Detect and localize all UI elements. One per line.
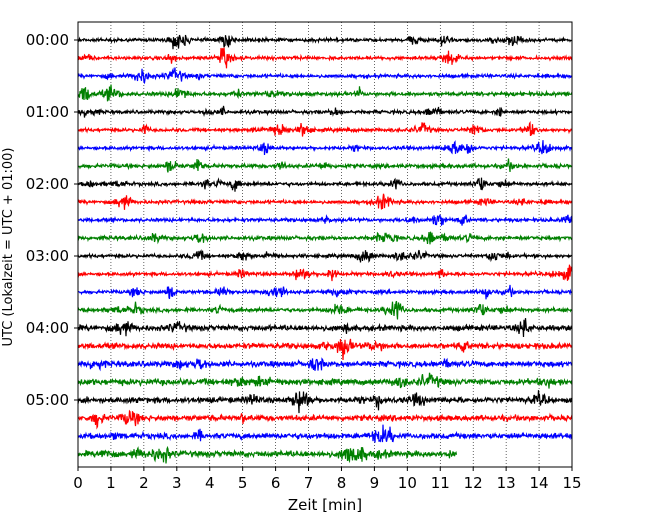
trace-line [77, 158, 573, 173]
x-tick-label: 0 [73, 474, 83, 492]
trace-line [77, 214, 573, 226]
trace-line [77, 105, 573, 118]
trace-line [77, 445, 458, 464]
x-axis: 0 1 2 3 4 5 6 7 8 9 10 11 12 13 14 15 [73, 467, 582, 492]
y-axis: 00:00 01:00 02:00 03:00 04:00 05:00 [26, 31, 78, 409]
trace-line [77, 193, 573, 210]
trace-line [77, 357, 573, 372]
y-tick-label: 01:00 [26, 103, 69, 121]
trace-line [77, 390, 573, 414]
x-axis-label: Zeit [min] [288, 496, 362, 514]
x-tick-label: 12 [464, 474, 483, 492]
y-tick-label: 00:00 [26, 31, 69, 49]
trace-line [77, 231, 573, 245]
x-tick-label: 5 [238, 474, 248, 492]
trace-line [77, 177, 573, 192]
x-tick-label: 4 [205, 474, 215, 492]
trace-line [77, 34, 573, 50]
x-tick-label: 6 [271, 474, 281, 492]
trace-group [77, 34, 573, 464]
plot-frame [77, 21, 573, 468]
trace-line [78, 284, 573, 300]
x-tick-label: 13 [497, 474, 516, 492]
y-tick-label: 03:00 [26, 247, 69, 265]
y-tick-label: 04:00 [26, 319, 69, 337]
x-tick-label: 10 [398, 474, 417, 492]
trace-line [77, 249, 572, 264]
x-tick-label: 3 [172, 474, 182, 492]
x-tick-label: 9 [370, 474, 380, 492]
trace-line [77, 264, 573, 282]
trace-line [77, 300, 573, 320]
x-tick-label: 14 [530, 474, 549, 492]
y-tick-label: 05:00 [26, 391, 69, 409]
x-tick-label: 2 [139, 474, 149, 492]
trace-line [77, 47, 573, 69]
grid-lines [110, 22, 540, 467]
trace-line [77, 318, 573, 338]
y-tick-label: 02:00 [26, 175, 69, 193]
trace-line [77, 84, 573, 102]
trace-line [77, 372, 573, 389]
trace-line [77, 120, 573, 137]
trace-line [77, 409, 573, 430]
x-tick-label: 11 [431, 474, 450, 492]
x-tick-label: 8 [337, 474, 347, 492]
trace-line [77, 140, 573, 156]
x-tick-label: 15 [562, 474, 581, 492]
x-tick-label: 7 [304, 474, 314, 492]
x-tick-label: 1 [106, 474, 116, 492]
trace-line [77, 424, 573, 443]
trace-line [77, 338, 573, 361]
trace-line [77, 67, 573, 85]
y-axis-label: UTC (Lokalzeit = UTC + 01:00) [1, 148, 16, 347]
